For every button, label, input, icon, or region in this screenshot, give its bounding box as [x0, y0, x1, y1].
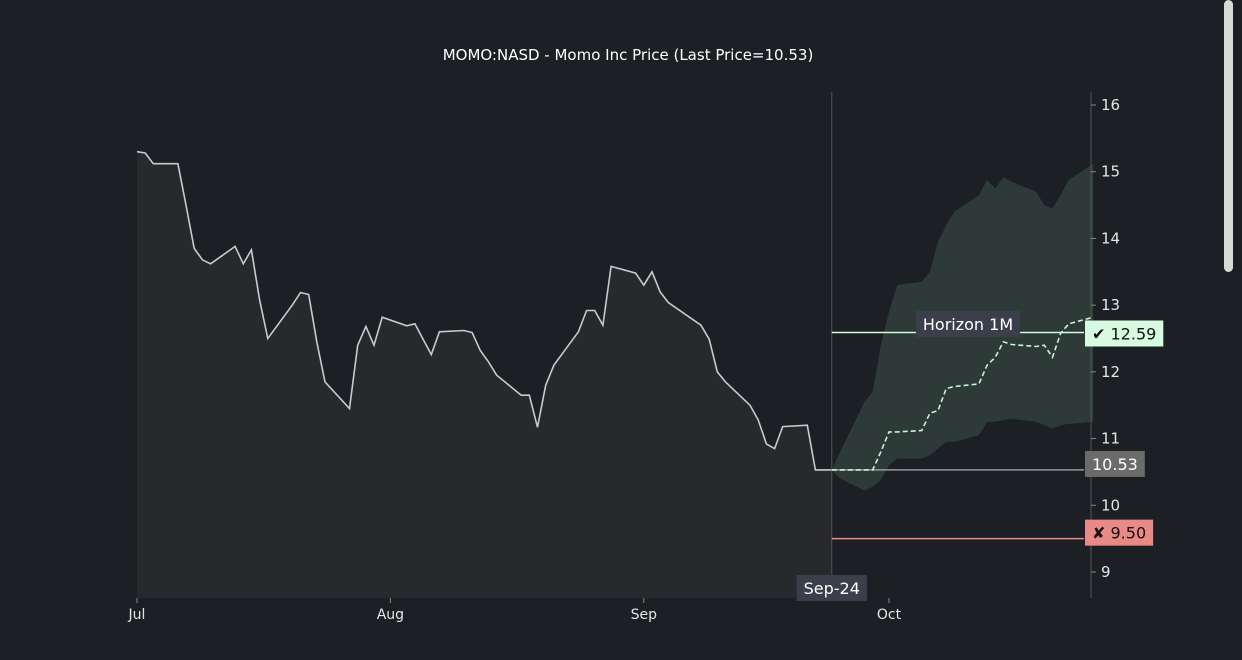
scrollbar-thumb[interactable]	[1224, 0, 1233, 272]
x-tick-label: Oct	[877, 607, 902, 623]
label-layer: Horizon 1M ✔ 12.59 10.53 ✘ 9.50 Sep-24	[796, 311, 1164, 601]
forecast-layer	[831, 92, 1094, 598]
y-tick-label: 14	[1101, 229, 1120, 247]
target-low-label-box	[1085, 519, 1154, 546]
axis-layer: 9 10 11 12 13 14 15 16 Jul Aug Sep Oct	[128, 92, 1120, 623]
history-layer	[136, 150, 832, 598]
history-line	[136, 150, 832, 471]
y-tick-label: 16	[1101, 96, 1120, 114]
last-date-label-box	[796, 575, 867, 601]
y-tick-label: 15	[1101, 163, 1120, 181]
x-tick-label: Jul	[128, 607, 146, 623]
y-tick-label: 12	[1101, 363, 1120, 381]
last-price-label: 10.53	[1085, 450, 1145, 477]
horizon-label: Horizon 1M	[915, 311, 1021, 337]
target-high-label-box	[1085, 320, 1164, 347]
history-area	[137, 151, 832, 598]
horizon-label-box	[915, 311, 1021, 337]
chart-title: MOMO:NASD - Momo Inc Price (Last Price=1…	[443, 46, 814, 64]
y-tick-label: 10	[1101, 496, 1120, 514]
target-high-label: ✔ 12.59	[1085, 320, 1164, 347]
target-high-label-text: ✔ 12.59	[1092, 324, 1156, 343]
last-date-label-text: Sep-24	[804, 579, 860, 598]
last-date-label: Sep-24	[796, 575, 867, 601]
last-price-label-text: 10.53	[1092, 455, 1138, 474]
target-low-label: ✘ 9.50	[1085, 519, 1154, 546]
y-tick-label: 11	[1101, 430, 1120, 448]
y-tick-label: 13	[1101, 296, 1120, 314]
horizon-label-text: Horizon 1M	[923, 315, 1013, 334]
x-tick-label: Aug	[377, 607, 404, 623]
x-tick-label: Sep	[631, 607, 658, 623]
last-price-label-box	[1085, 450, 1145, 477]
y-tick-label: 9	[1101, 563, 1111, 581]
target-low-label-text: ✘ 9.50	[1092, 524, 1146, 543]
